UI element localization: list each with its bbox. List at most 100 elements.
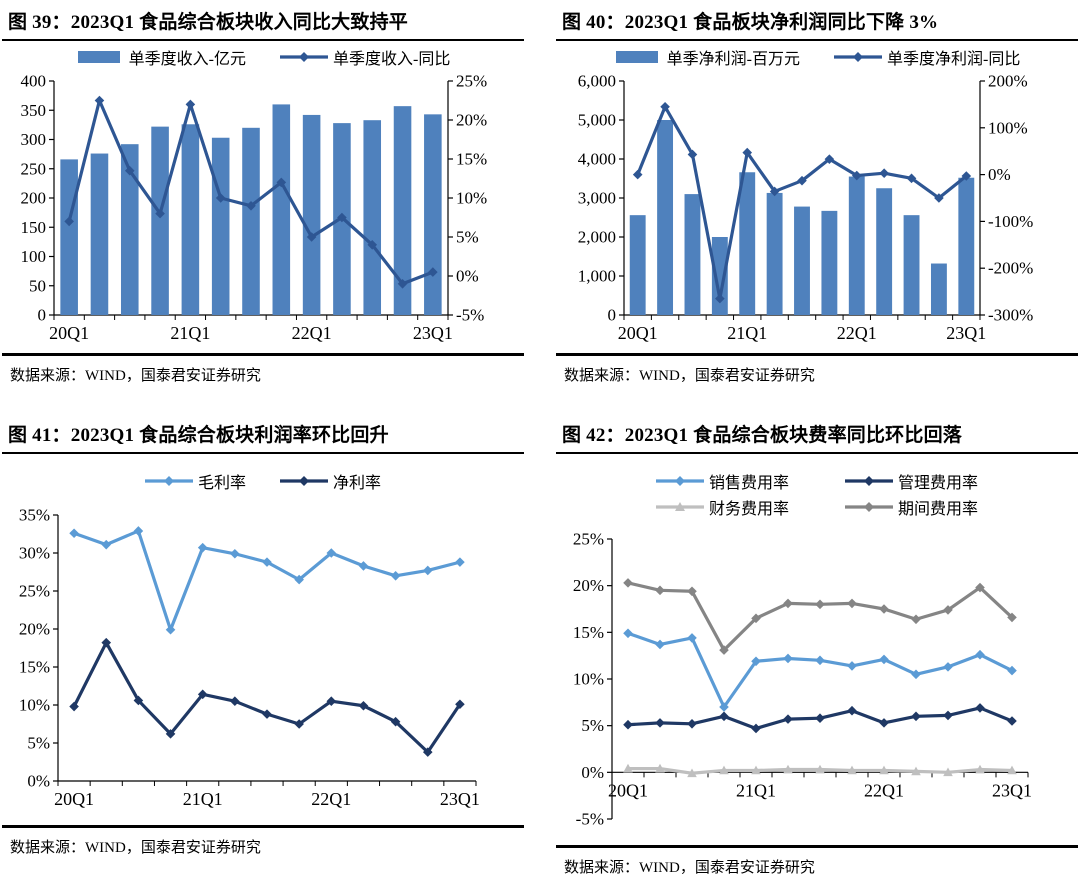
legend-item: 销售费用率	[655, 469, 789, 493]
diamond-marker	[337, 212, 347, 223]
legend-item: 期间费用率	[845, 495, 978, 519]
diamond-marker	[751, 723, 761, 734]
right-axis-tick-label: 0%	[456, 267, 479, 286]
diamond-marker	[975, 649, 985, 660]
diamond-marker	[715, 293, 725, 304]
left-axis-tick-label: 0%	[581, 763, 604, 782]
diamond-marker	[687, 719, 697, 729]
x-axis-label: 22Q1	[837, 323, 877, 343]
diamond-marker	[358, 561, 369, 571]
legend-bar-swatch	[77, 51, 120, 63]
diamond-marker	[428, 267, 438, 277]
diamond-marker	[975, 703, 985, 713]
legend-label: 单季度收入-亿元	[128, 51, 246, 68]
x-axis-label: 22Q1	[311, 789, 351, 809]
bar	[711, 237, 728, 315]
chart-canvas: -5% 0% 5% 10% 15% 20% 25% 20Q1 21Q1 22Q1 23Q1	[573, 530, 1032, 829]
diamond-marker	[879, 654, 889, 665]
figure-41-legend: 毛利率 净利率	[2, 454, 524, 501]
legend-label: 单季度净利润-同比	[887, 51, 1021, 68]
diamond-marker	[367, 240, 378, 250]
bar	[90, 153, 109, 315]
legend-item: 单季度净利润-同比	[834, 45, 1020, 69]
left-axis-tick-label: 0	[608, 306, 617, 325]
title-divider	[556, 39, 1078, 41]
diamond-marker	[660, 101, 670, 112]
figure-40: 图 40：2023Q1 食品板块净利润同比下降 3% 单季净利润-百万元 单季度净…	[556, 2, 1078, 385]
x-axis-label: 20Q1	[54, 789, 94, 809]
title-divider	[2, 452, 524, 454]
legend-line-swatch	[834, 52, 882, 62]
triangle-marker	[847, 765, 857, 775]
diamond-marker	[133, 526, 144, 536]
series-line	[626, 631, 1014, 709]
diamond-marker	[197, 542, 208, 553]
bar	[302, 114, 321, 316]
left-axis-tick-label: 100	[21, 247, 47, 266]
legend-line-swatch	[655, 476, 704, 486]
x-axis-label: 21Q1	[736, 780, 776, 800]
diamond-marker	[185, 99, 196, 110]
triangle-marker	[1007, 765, 1017, 775]
diamond-marker	[769, 186, 780, 197]
legend-label: 管理费用率	[898, 475, 979, 492]
diamond-marker	[163, 476, 174, 486]
x-axis-label: 23Q1	[413, 323, 453, 343]
bar	[930, 263, 947, 315]
figure-42: 图 42：2023Q1 食品综合板块费率同比环比回落 销售费用率 管理费用率财务费…	[556, 415, 1078, 877]
source-divider	[2, 353, 524, 356]
left-axis-tick-label: 3,000	[578, 189, 616, 208]
figure-41-source: 数据来源：WIND，国泰君安证券研究	[10, 840, 261, 856]
diamond-marker	[326, 696, 337, 706]
title-divider	[2, 39, 524, 41]
triangle-marker	[975, 764, 985, 774]
legend-item: 单季净利润-百万元	[614, 45, 800, 69]
legend-item: 净利率	[280, 469, 381, 493]
triangle-marker	[815, 764, 825, 774]
triangle-marker	[623, 763, 633, 773]
diamond-marker	[961, 171, 972, 181]
diamond-marker	[69, 701, 79, 712]
figure-40-source: 数据来源：WIND，国泰君安证券研究	[564, 368, 815, 384]
bar	[766, 192, 783, 315]
diamond-marker	[847, 598, 857, 609]
diamond-marker	[101, 539, 112, 550]
series-line	[72, 641, 462, 754]
figure-42-legend: 销售费用率 管理费用率财务费用率 期间费用率	[556, 454, 1078, 527]
diamond-marker	[299, 476, 309, 486]
bar	[151, 126, 169, 315]
diamond-marker	[815, 599, 825, 610]
figure-42-title: 图 42：2023Q1 食品综合板块费率同比环比回落	[562, 425, 962, 446]
diamond-marker	[133, 695, 144, 706]
diamond-marker	[230, 548, 240, 559]
triangle-marker	[655, 763, 665, 773]
triangle-marker	[751, 765, 761, 775]
left-axis-tick-label: -5%	[576, 810, 604, 829]
diamond-marker	[911, 614, 921, 625]
right-axis-tick-label: 25%	[456, 72, 487, 91]
diamond-marker	[943, 662, 953, 672]
diamond-marker	[64, 216, 74, 227]
left-axis-tick-label: 6,000	[578, 72, 616, 91]
diamond-marker	[197, 689, 208, 700]
bar	[393, 106, 412, 315]
diamond-marker	[422, 565, 433, 576]
diamond-marker	[815, 713, 825, 723]
legend-item: 管理费用率	[845, 469, 978, 493]
diamond-marker	[783, 714, 793, 724]
diamond-marker	[879, 168, 889, 178]
diamond-marker	[623, 719, 633, 730]
left-axis-tick-label: 5,000	[578, 111, 616, 130]
right-axis-tick-label: -5%	[456, 306, 484, 325]
figure-42-plot: -5% 0% 5% 10% 15% 20% 25% 20Q1 21Q1 22Q1 23Q1	[556, 527, 1078, 839]
figure-41-title: 图 41：2023Q1 食品综合板块利润率环比回升	[8, 425, 389, 446]
triangle-marker	[943, 767, 953, 777]
diamond-marker	[847, 705, 857, 716]
legend-line-swatch	[280, 476, 328, 486]
legend-label: 财务费用率	[708, 501, 789, 518]
diamond-marker	[853, 52, 863, 62]
figure-41-plot: 0% 5% 10% 15% 20% 25% 30% 35% 20Q1 21Q1 22Q1 23Q1	[2, 501, 524, 819]
diamond-marker	[101, 637, 112, 648]
left-axis-tick-label: 200	[21, 189, 47, 208]
bar-swatch-rect	[615, 51, 658, 63]
